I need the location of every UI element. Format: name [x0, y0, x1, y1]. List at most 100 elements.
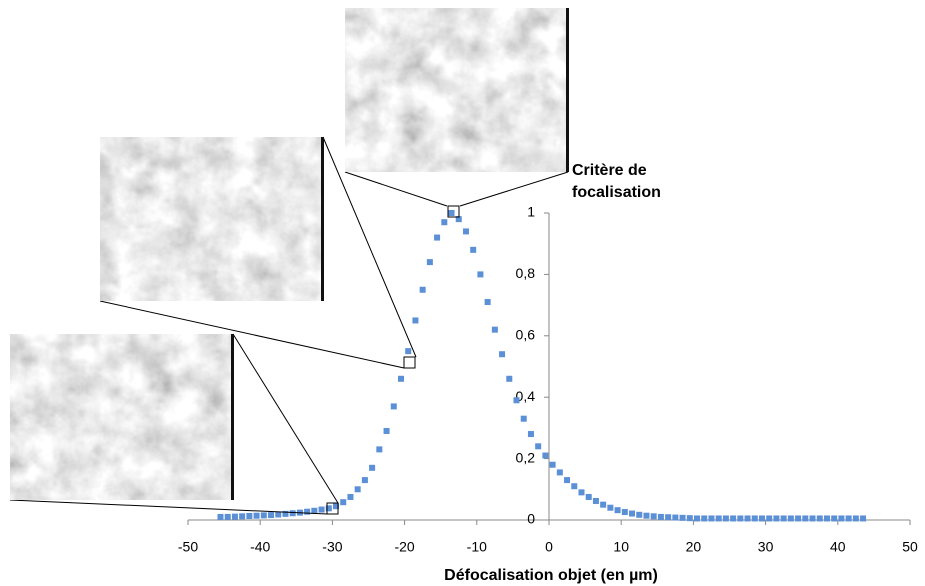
- x-tick-label: 40: [830, 539, 846, 555]
- point: [397, 375, 404, 382]
- point: [614, 507, 621, 514]
- point: [325, 505, 332, 512]
- point: [426, 259, 433, 266]
- point: [758, 515, 765, 522]
- point: [470, 246, 477, 253]
- point: [730, 515, 737, 522]
- x-tick-label: 20: [686, 539, 702, 555]
- point: [535, 443, 542, 450]
- point: [773, 515, 780, 522]
- point: [600, 501, 607, 508]
- point: [708, 515, 715, 522]
- x-tick-label: 30: [758, 539, 774, 555]
- point: [607, 504, 614, 511]
- point: [275, 511, 282, 518]
- point: [809, 515, 816, 522]
- point: [852, 515, 859, 522]
- point: [592, 497, 599, 504]
- point: [737, 515, 744, 522]
- point: [686, 515, 693, 522]
- y-axis-label: Critère de focalisation: [572, 162, 661, 201]
- point: [795, 515, 802, 522]
- x-tick-label: 0: [545, 539, 553, 555]
- point: [549, 461, 556, 468]
- point: [311, 507, 318, 514]
- point: [787, 515, 794, 522]
- point: [217, 513, 224, 520]
- point: [376, 446, 383, 453]
- x-tick-label: -50: [178, 539, 198, 555]
- y-tick-label: 0,8: [516, 265, 536, 281]
- point: [766, 515, 773, 522]
- point: [665, 514, 672, 521]
- point: [484, 299, 491, 306]
- point: [816, 515, 823, 522]
- point: [520, 415, 527, 422]
- point: [564, 477, 571, 484]
- point: [845, 515, 852, 522]
- y-tick-label: 0: [527, 511, 535, 527]
- point: [434, 234, 441, 241]
- x-tick-label: -40: [250, 539, 270, 555]
- point: [304, 508, 311, 515]
- point: [491, 326, 498, 333]
- point: [340, 499, 347, 506]
- point: [860, 515, 867, 522]
- point: [499, 351, 506, 358]
- point: [744, 515, 751, 522]
- point: [831, 515, 838, 522]
- point: [780, 515, 787, 522]
- x-tick-label: 50: [902, 539, 918, 555]
- point: [643, 512, 650, 519]
- y-tick-label: 0,4: [516, 388, 536, 404]
- point: [390, 403, 397, 410]
- point: [383, 427, 390, 434]
- point: [246, 513, 253, 520]
- point: [838, 515, 845, 522]
- point: [405, 348, 412, 355]
- point: [477, 271, 484, 278]
- y-tick-label: 0,6: [516, 327, 536, 343]
- point: [672, 514, 679, 521]
- point: [621, 509, 628, 516]
- point: [650, 513, 657, 520]
- point: [629, 510, 636, 517]
- point: [513, 397, 520, 404]
- point: [361, 477, 368, 484]
- point: [701, 515, 708, 522]
- point: [556, 469, 563, 476]
- x-tick-label: -10: [467, 539, 487, 555]
- point: [412, 317, 419, 324]
- point: [253, 512, 260, 519]
- point: [751, 515, 758, 522]
- x-tick-label: -20: [394, 539, 414, 555]
- x-axis-label: Défocalisation objet (en µm): [444, 567, 658, 584]
- point: [318, 506, 325, 513]
- point: [268, 512, 275, 519]
- point: [455, 216, 462, 223]
- point: [585, 493, 592, 500]
- point: [448, 210, 455, 216]
- point: [289, 510, 296, 517]
- y-tick-label: 1: [527, 204, 535, 220]
- point: [578, 489, 585, 496]
- zoom-callouts: [9, 136, 569, 515]
- point: [657, 513, 664, 520]
- point: [419, 286, 426, 293]
- point: [722, 515, 729, 522]
- point: [506, 375, 513, 382]
- point: [354, 486, 361, 493]
- point: [282, 510, 289, 517]
- point: [224, 513, 231, 520]
- point: [527, 431, 534, 438]
- point: [542, 452, 549, 459]
- point: [636, 511, 643, 518]
- point: [260, 512, 267, 519]
- point: [441, 219, 448, 226]
- point: [333, 503, 340, 510]
- inset-images: [10, 8, 569, 500]
- point: [679, 514, 686, 521]
- point: [369, 464, 376, 471]
